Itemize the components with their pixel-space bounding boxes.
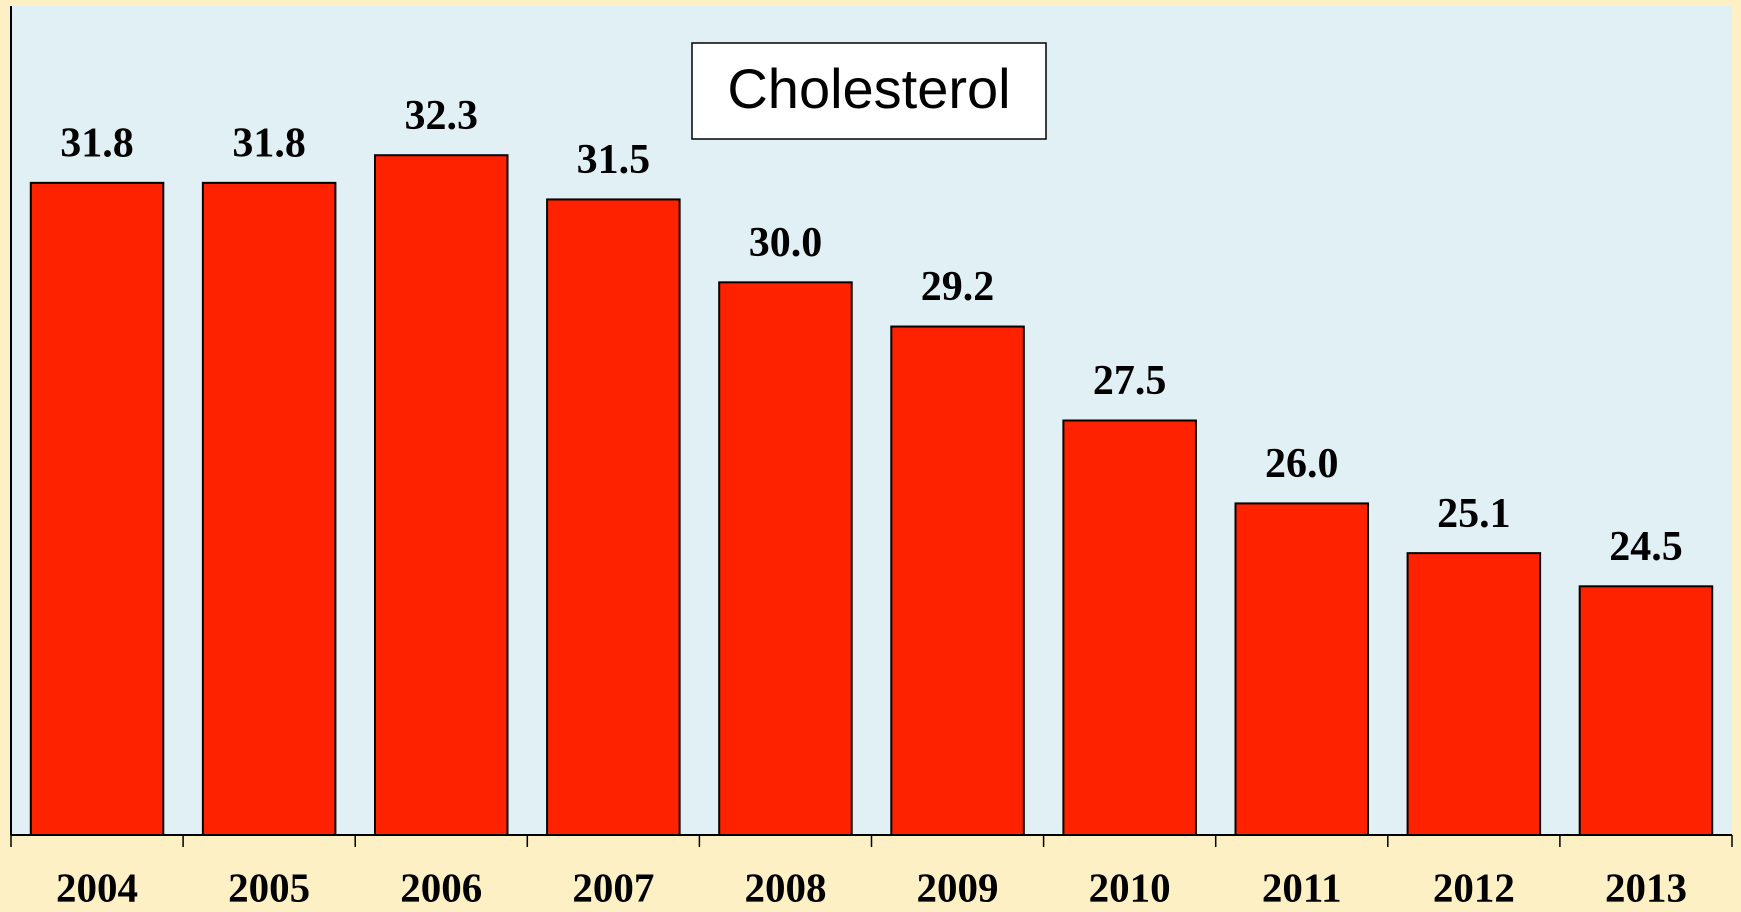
- x-tick-label: 2008: [744, 864, 826, 910]
- x-tick-label: 2005: [228, 864, 310, 910]
- bar: [1578, 585, 1714, 836]
- bar: [718, 281, 853, 837]
- value-label: 32.3: [405, 93, 479, 139]
- x-tick-label: 2007: [572, 864, 654, 910]
- bar: [29, 181, 165, 836]
- x-tick-label: 2013: [1605, 864, 1687, 910]
- x-tick-label: 2009: [917, 864, 999, 910]
- x-tick-label: 2010: [1089, 864, 1171, 910]
- chart-title: Cholesterol: [727, 57, 1010, 120]
- bar: [373, 154, 509, 837]
- value-label: 25.1: [1437, 491, 1511, 537]
- bar: [201, 181, 337, 836]
- bar: [1406, 552, 1542, 836]
- x-tick-label: 2011: [1262, 864, 1342, 910]
- value-label: 24.5: [1609, 524, 1683, 570]
- bar: [890, 325, 1025, 836]
- value-label: 26.0: [1265, 441, 1339, 487]
- value-label: 31.8: [60, 120, 134, 166]
- bar: [1234, 502, 1370, 836]
- x-tick-label: 2006: [400, 864, 482, 910]
- x-tick-label: 2004: [56, 864, 138, 910]
- value-label: 31.5: [577, 137, 651, 183]
- title-box: [691, 42, 1047, 140]
- value-label: 27.5: [1093, 358, 1167, 404]
- value-label: 30.0: [749, 220, 823, 266]
- value-label: 31.8: [232, 120, 306, 166]
- x-tick-label: 2012: [1433, 864, 1515, 910]
- bar: [1062, 419, 1197, 836]
- bar: [546, 198, 681, 836]
- value-label: 29.2: [921, 264, 995, 310]
